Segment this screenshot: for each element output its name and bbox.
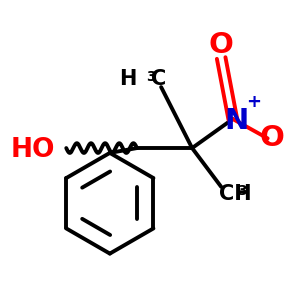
Text: O: O xyxy=(259,124,284,152)
Text: C: C xyxy=(152,69,167,89)
Text: +: + xyxy=(247,93,262,111)
Text: CH: CH xyxy=(219,184,252,204)
Text: HO: HO xyxy=(10,137,55,163)
Text: H: H xyxy=(120,69,137,89)
Text: 3: 3 xyxy=(238,184,247,198)
Text: N: N xyxy=(224,107,249,135)
Text: O: O xyxy=(209,32,234,59)
Text: 3: 3 xyxy=(146,70,155,84)
